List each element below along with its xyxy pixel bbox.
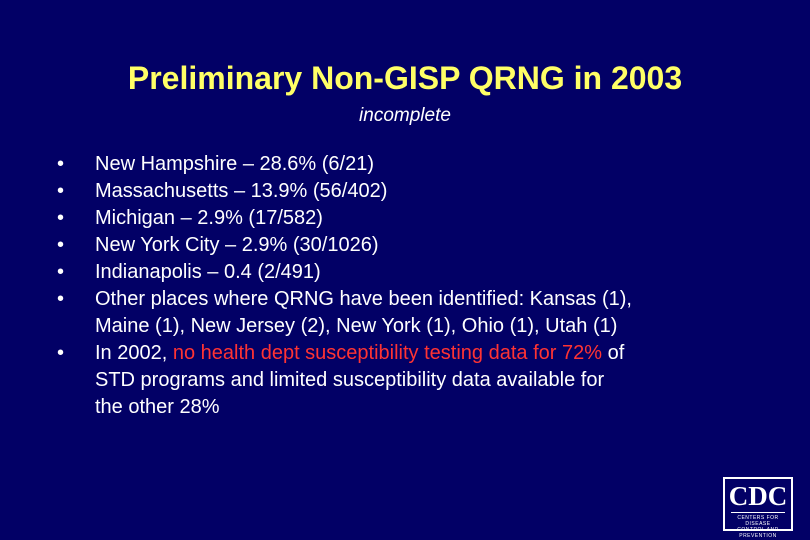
bullet-item-new-york-city: • New York City – 2.9% (30/1026) <box>57 232 757 259</box>
bullet-item-indianapolis: • Indianapolis – 0.4 (2/491) <box>57 259 757 286</box>
bullet-item-michigan: • Michigan – 2.9% (17/582) <box>57 205 757 232</box>
bullet-text: New Hampshire – 28.6% (6/21) <box>95 153 375 175</box>
bullet-marker: • <box>57 234 65 256</box>
bullet-text-line-2: STD programs and limited susceptibility … <box>95 369 605 391</box>
slide-subtitle: incomplete <box>359 105 451 126</box>
cdc-logo-subtitle-line-2: CONTROL AND PREVENTION <box>737 527 779 539</box>
bullet-text: Indianapolis – 0.4 (2/491) <box>95 261 321 283</box>
slide-title: Preliminary Non-GISP QRNG in 2003 <box>127 60 683 96</box>
bullet-text-line-2: Maine (1), New Jersey (2), New York (1),… <box>95 315 618 337</box>
bullet-text-line-3: the other 28% <box>95 396 220 418</box>
bullet-item-2002-testing: • In 2002, no health dept susceptibility… <box>57 340 757 421</box>
bullet-marker: • <box>57 288 65 310</box>
bullet-text-line-1: Other places where QRNG have been identi… <box>95 288 632 310</box>
bullet-item-massachusetts: • Massachusetts – 13.9% (56/402) <box>57 178 757 205</box>
cdc-logo-text: CDC <box>728 481 788 511</box>
bullet-marker: • <box>57 342 65 364</box>
bullet-marker: • <box>57 153 65 175</box>
bullet-text: Michigan – 2.9% (17/582) <box>95 207 323 229</box>
bullet-list: • New Hampshire – 28.6% (6/21) • Massach… <box>57 151 757 421</box>
bullet-text-prefix: In 2002, <box>95 342 173 364</box>
bullet-text-suffix: of <box>602 342 625 364</box>
bullet-marker: • <box>57 180 65 202</box>
cdc-logo: CDC CENTERS FOR DISEASE CONTROL AND PREV… <box>723 477 793 539</box>
bullet-text: Massachusetts – 13.9% (56/402) <box>95 180 388 202</box>
bullet-text: New York City – 2.9% (30/1026) <box>95 234 379 256</box>
bullet-item-other-places: • Other places where QRNG have been iden… <box>57 286 757 340</box>
bullet-item-new-hampshire: • New Hampshire – 28.6% (6/21) <box>57 151 757 178</box>
cdc-logo-divider <box>731 512 785 513</box>
bullet-text-highlight: no health dept susceptibility testing da… <box>172 342 603 364</box>
cdc-logo-subtitle-line-1: CENTERS FOR DISEASE <box>737 515 779 527</box>
bullet-marker: • <box>57 207 65 229</box>
bullet-marker: • <box>57 261 65 283</box>
